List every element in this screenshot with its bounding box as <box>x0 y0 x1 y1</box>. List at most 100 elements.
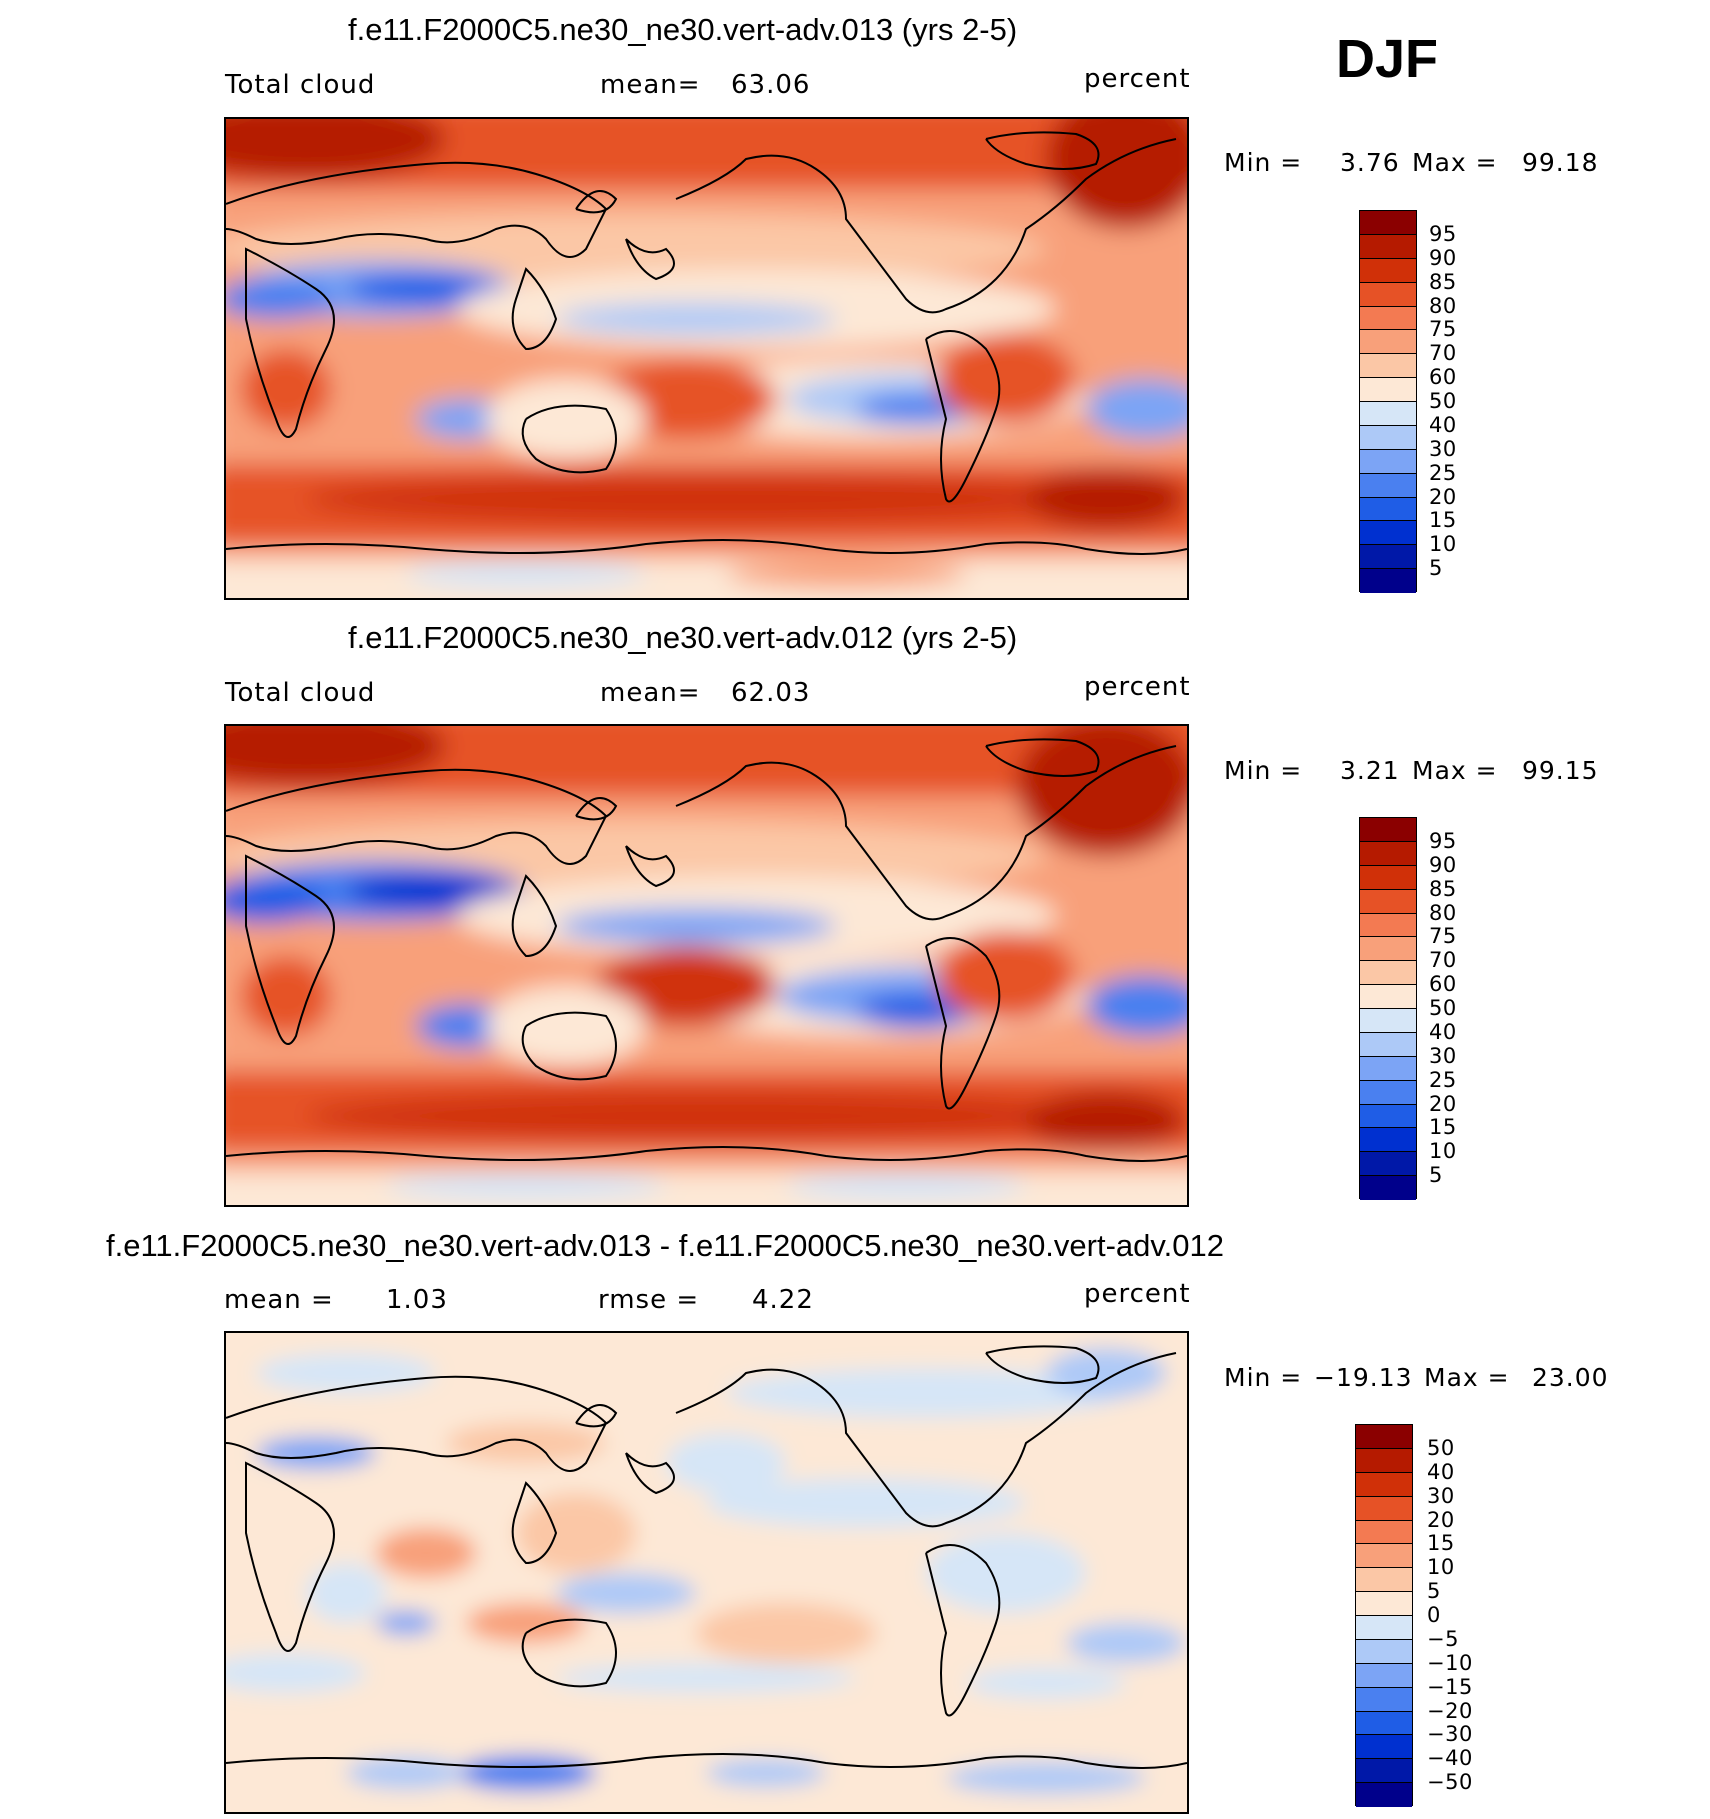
colorbar-cell <box>1360 425 1416 450</box>
panel-2-min-label: Min = <box>1224 756 1303 785</box>
colorbar-cell <box>1360 234 1416 259</box>
colorbar-cell <box>1360 521 1416 546</box>
panel-1-coastlines <box>226 131 1187 555</box>
colorbar-cell <box>1360 1104 1416 1129</box>
colorbar-label: −5 <box>1427 1626 1459 1651</box>
panel-1-cloud-field <box>226 119 1187 598</box>
panel-3-coastlines <box>226 1345 1187 1769</box>
colorbar-label: 85 <box>1429 876 1457 901</box>
colorbar-cell <box>1356 1663 1412 1688</box>
colorbar-cell <box>1356 1592 1412 1616</box>
colorbar-cell <box>1360 1152 1416 1177</box>
panel-3-rmse-label: rmse = <box>598 1285 700 1315</box>
colorbar-label: 75 <box>1429 317 1457 342</box>
colorbar-label: 15 <box>1427 1531 1455 1556</box>
colorbar-cell <box>1356 1568 1412 1593</box>
panel-2-cloud-field <box>226 726 1187 1205</box>
colorbar-label: 70 <box>1429 948 1457 973</box>
colorbar-label: 80 <box>1429 293 1457 318</box>
colorbar-label: −40 <box>1427 1746 1473 1771</box>
panel-3-colorbar: 50 40 30 20 15 10 5 0 −5 −10 −15 −20 −30 −40 −50 <box>1355 1424 1515 1807</box>
colorbar-cell <box>1356 1544 1412 1569</box>
colorbar-cell <box>1360 282 1416 307</box>
panel-1-map <box>224 117 1189 600</box>
colorbar-cell <box>1356 1425 1412 1449</box>
panel-2-mean-value: 62.03 <box>731 678 811 708</box>
colorbar-label: 70 <box>1429 341 1457 366</box>
colorbar-cell <box>1356 1687 1412 1712</box>
colorbar-label: 80 <box>1429 900 1457 925</box>
colorbar-cell <box>1360 569 1416 593</box>
panel-2-coastlines <box>226 738 1187 1162</box>
colorbar-label: 60 <box>1429 365 1457 390</box>
colorbar-cell <box>1356 1448 1412 1473</box>
colorbar-label: 95 <box>1429 221 1457 246</box>
panel-3-mean-label: mean = <box>224 1285 334 1315</box>
colorbar-label: −30 <box>1427 1722 1473 1747</box>
colorbar-cell <box>1360 449 1416 474</box>
season-label: DJF <box>1336 29 1439 89</box>
colorbar-cell <box>1360 497 1416 522</box>
colorbar-label: 15 <box>1429 508 1457 533</box>
colorbar-label: 5 <box>1429 556 1443 581</box>
colorbar-label: 40 <box>1427 1459 1455 1484</box>
colorbar-label: 10 <box>1429 532 1457 557</box>
colorbar-cell <box>1356 1616 1412 1640</box>
panel-1-mean-value: 63.06 <box>731 70 811 100</box>
colorbar-label: 20 <box>1427 1507 1455 1532</box>
panel-1-title: f.e11.F2000C5.ne30_ne30.vert-adv.013 (yr… <box>348 12 1018 47</box>
panel-1-mean-label: mean= <box>600 70 701 100</box>
colorbar-cell <box>1360 306 1416 331</box>
colorbar-label: 15 <box>1429 1115 1457 1140</box>
colorbar-label: −50 <box>1427 1770 1473 1795</box>
colorbar-label: −15 <box>1427 1674 1473 1699</box>
panel-3-difference-field <box>226 1333 1187 1812</box>
colorbar-label: 85 <box>1429 269 1457 294</box>
colorbar-cell <box>1360 330 1416 355</box>
colorbar-label: 10 <box>1427 1555 1455 1580</box>
colorbar-label: 90 <box>1429 852 1457 877</box>
colorbar-cell <box>1360 937 1416 962</box>
panel-3-mean-value: 1.03 <box>386 1285 448 1315</box>
panel-2-title: f.e11.F2000C5.ne30_ne30.vert-adv.012 (yr… <box>348 620 1018 655</box>
colorbar-label: 0 <box>1427 1603 1441 1627</box>
panel-1-max-value: 99.18 <box>1522 148 1599 177</box>
colorbar-cell <box>1360 473 1416 498</box>
colorbar-label: −20 <box>1427 1698 1473 1723</box>
panel-2-map <box>224 724 1189 1207</box>
colorbar-cell <box>1356 1472 1412 1497</box>
colorbar-label: 30 <box>1427 1483 1455 1508</box>
panel-2-colorbar-cells <box>1359 817 1417 1200</box>
colorbar-label: 25 <box>1429 1067 1457 1092</box>
colorbar-cell <box>1360 1128 1416 1153</box>
panel-3-rmse-value: 4.22 <box>752 1285 814 1315</box>
colorbar-cell <box>1360 1032 1416 1057</box>
colorbar-cell <box>1356 1639 1412 1664</box>
colorbar-label: 75 <box>1429 924 1457 949</box>
colorbar-cell <box>1360 961 1416 986</box>
colorbar-label: 30 <box>1429 436 1457 461</box>
colorbar-label: 20 <box>1429 1091 1457 1116</box>
colorbar-cell <box>1360 818 1416 842</box>
panel-2-max-value: 99.15 <box>1522 756 1599 785</box>
panel-1-colorbar-cells <box>1359 210 1417 593</box>
colorbar-cell <box>1356 1735 1412 1760</box>
colorbar-label: 50 <box>1429 996 1457 1020</box>
colorbar-label: 5 <box>1427 1579 1441 1604</box>
panel-3-min-value: −19.13 <box>1314 1363 1413 1392</box>
colorbar-cell <box>1356 1496 1412 1521</box>
colorbar-cell <box>1356 1759 1412 1784</box>
colorbar-label: 50 <box>1427 1435 1455 1460</box>
colorbar-label: 95 <box>1429 828 1457 853</box>
colorbar-label: 20 <box>1429 484 1457 509</box>
colorbar-cell <box>1356 1783 1412 1807</box>
colorbar-label: 50 <box>1429 389 1457 413</box>
colorbar-cell <box>1360 258 1416 283</box>
panel-2-variable-label: Total cloud <box>225 678 376 708</box>
panel-1-units: percent <box>1084 64 1191 94</box>
panel-2-mean-label: mean= <box>600 678 701 708</box>
colorbar-cell <box>1360 1009 1416 1033</box>
panel-1-min-label: Min = <box>1224 148 1303 177</box>
colorbar-cell <box>1360 545 1416 570</box>
panel-1-colorbar: 95 90 85 80 75 70 60 50 40 30 25 20 15 10 5 <box>1359 210 1509 593</box>
